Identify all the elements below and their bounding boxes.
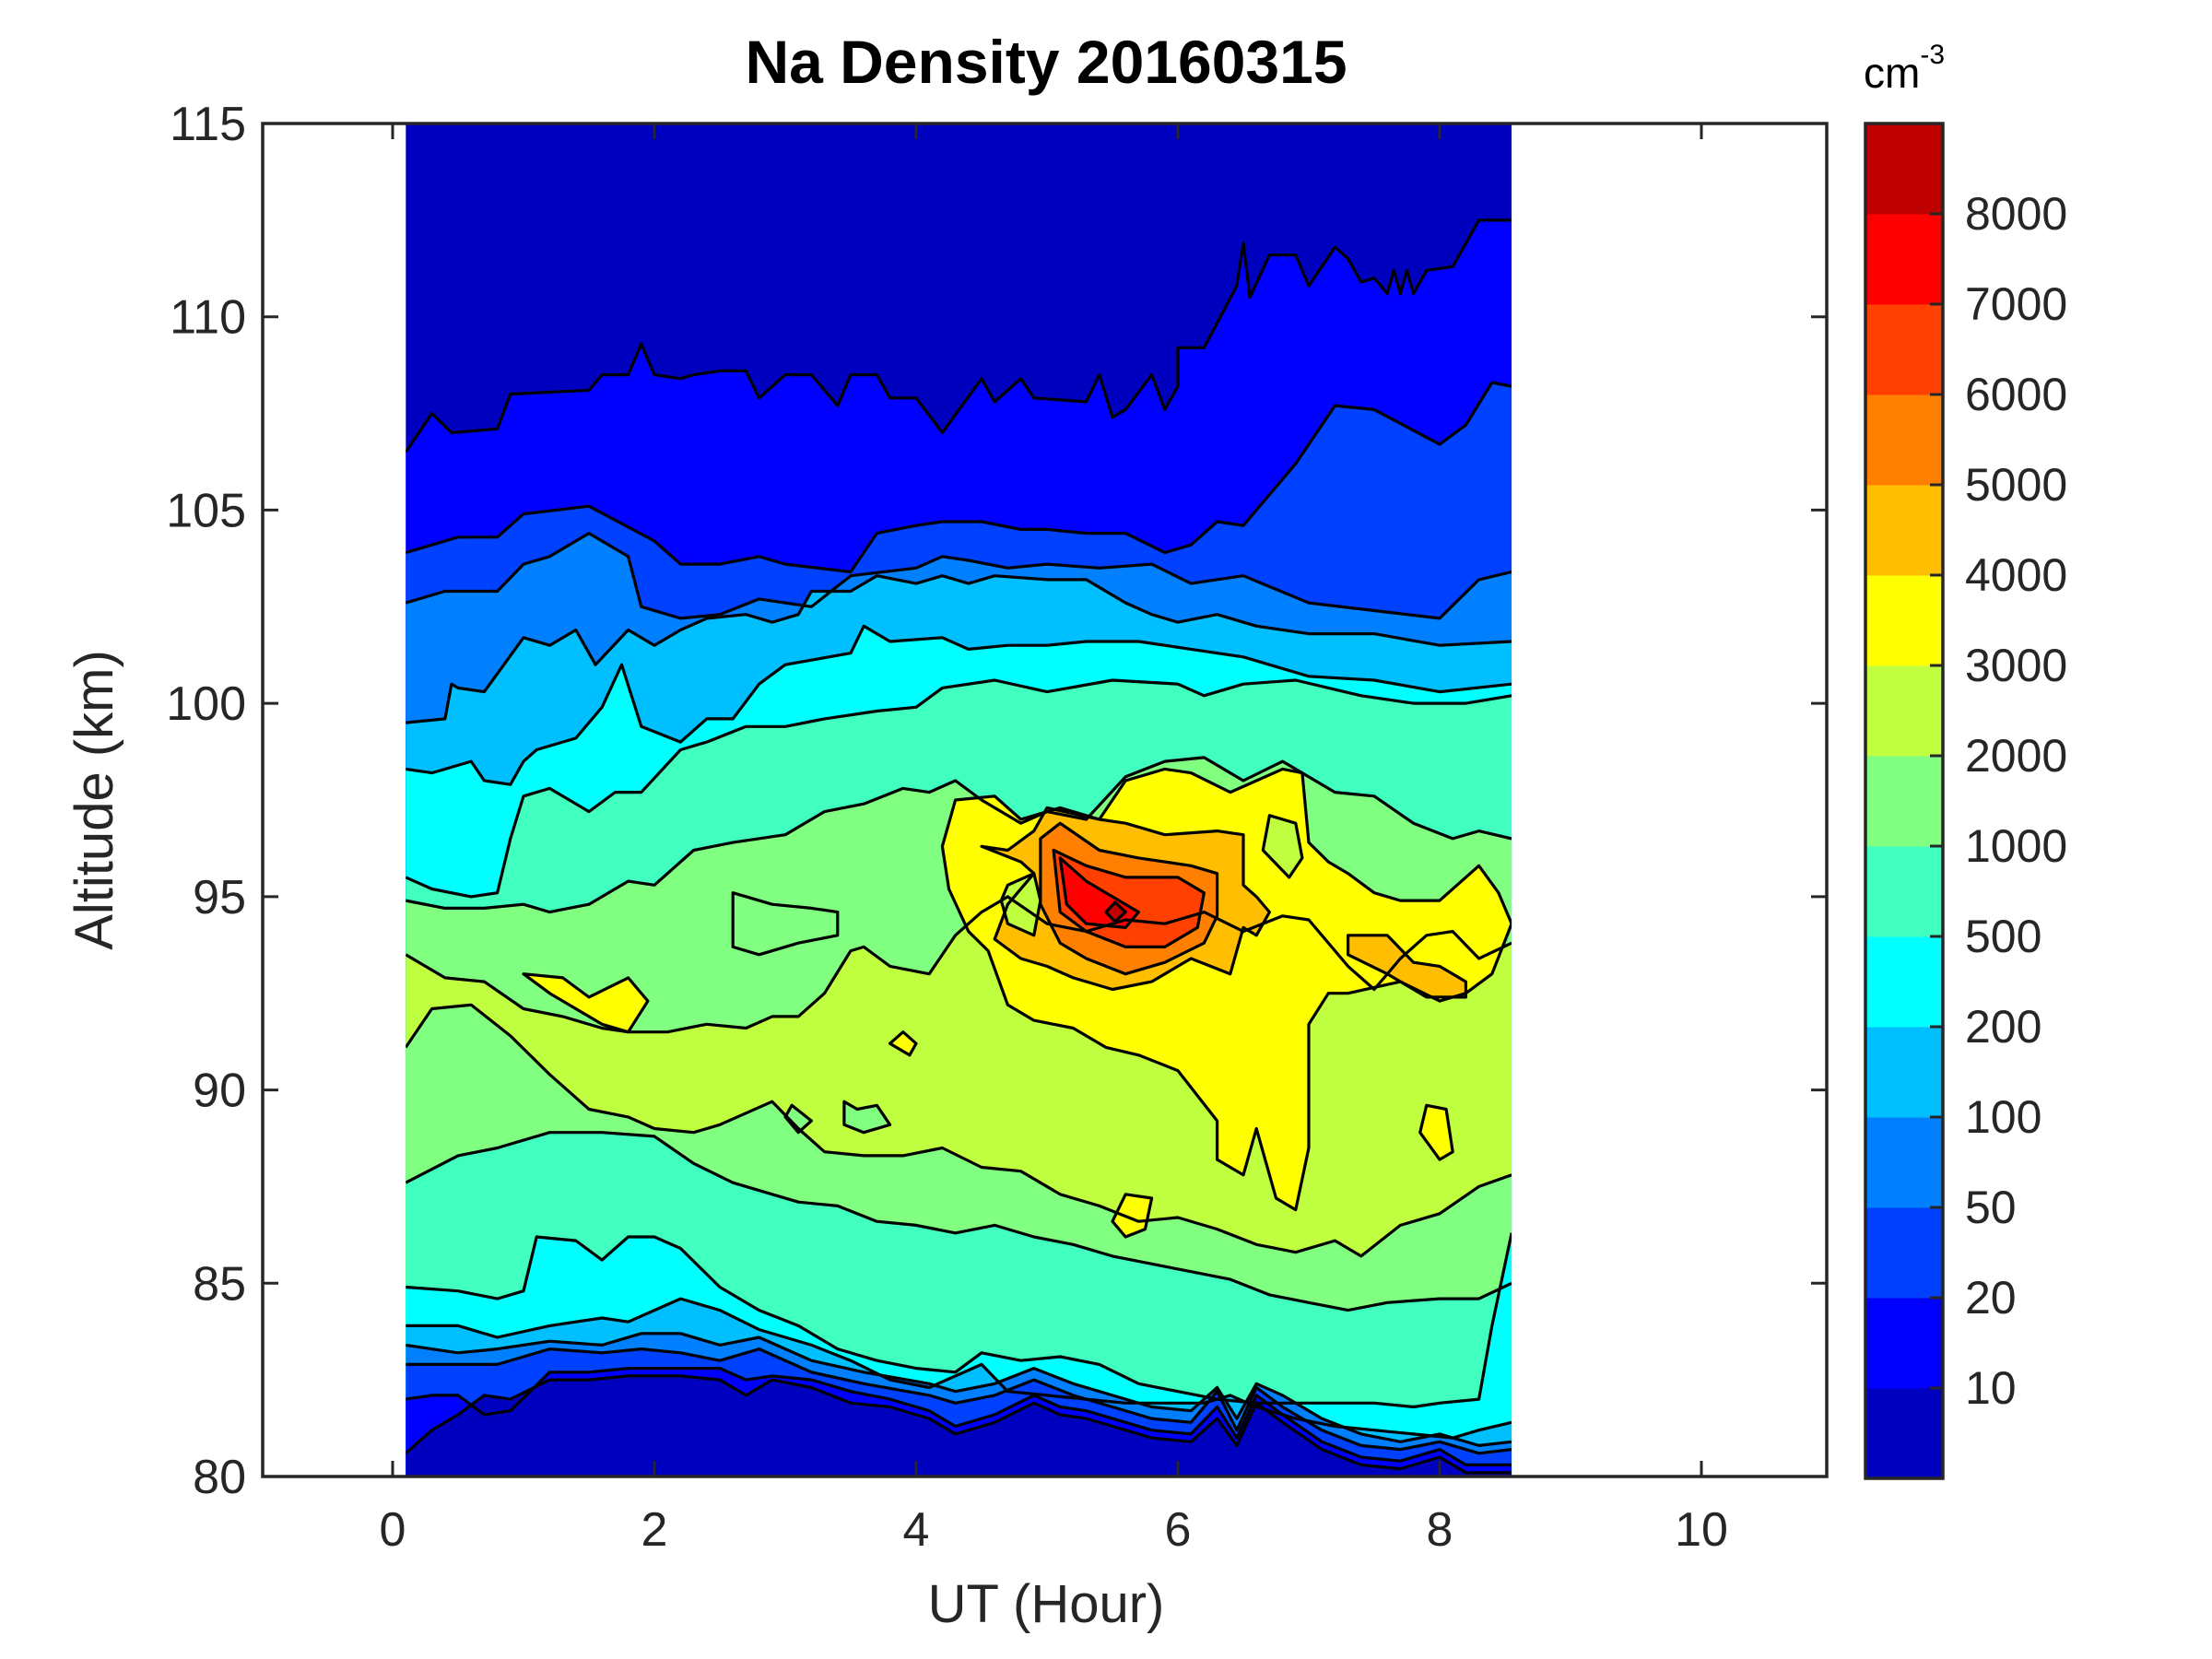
colorbar-segment <box>1865 665 1943 757</box>
colorbar-segment <box>1865 756 1943 847</box>
contour-line <box>1418 1103 1454 1161</box>
y-axis-label: Altitude (km) <box>65 650 124 950</box>
contour-region <box>524 973 648 1032</box>
y-tick-label: 105 <box>166 484 246 537</box>
contour-line <box>406 381 1512 574</box>
colorbar-tick-label: 100 <box>1965 1091 2041 1143</box>
colorbar-tick-label: 5000 <box>1965 459 2067 511</box>
y-tick-label: 115 <box>170 98 246 151</box>
colorbar-unit: cm-3 <box>1864 40 1945 97</box>
contour-line <box>980 806 1272 992</box>
contour-line <box>406 1131 1512 1312</box>
contour-line <box>406 678 1512 899</box>
colorbar-segment <box>1865 1388 1943 1479</box>
contour-fills <box>406 124 1512 1477</box>
contour-region <box>1263 815 1302 877</box>
colorbar-tick-label: 7000 <box>1965 278 2067 330</box>
colorbar-tick-label: 1000 <box>1965 820 2067 872</box>
x-tick-label: 0 <box>380 1503 406 1557</box>
axes <box>261 122 1829 1478</box>
contour-line <box>783 1103 814 1135</box>
contour-line <box>522 972 650 1034</box>
colorbar-tick-label: 500 <box>1965 911 2041 962</box>
contour-line <box>406 531 1512 620</box>
contour-line <box>406 624 1512 786</box>
contour-line <box>1111 1193 1154 1239</box>
contour-line <box>406 1374 1512 1475</box>
x-tick-label: 4 <box>903 1503 930 1557</box>
colorbar-tick-label: 3000 <box>1965 640 2067 691</box>
colorbar-segment <box>1865 936 1943 1028</box>
colorbar-segment <box>1865 304 1943 395</box>
contour-line <box>406 1232 1512 1409</box>
contour-line <box>1346 934 1468 999</box>
x-tick-label: 2 <box>641 1503 668 1557</box>
colorbar-segment <box>1865 1027 1943 1118</box>
x-tick-label: 10 <box>1675 1503 1728 1557</box>
x-tick-label: 6 <box>1165 1503 1192 1557</box>
colorbar-segment <box>1865 485 1943 576</box>
y-tick-label: 110 <box>170 291 246 345</box>
colorbar-segment <box>1865 846 1943 937</box>
colorbar-tick-label: 20 <box>1965 1272 2017 1324</box>
plot-area <box>263 124 1827 1477</box>
colorbar-tick-label: 8000 <box>1965 188 2067 240</box>
contour-band <box>406 1375 1512 1477</box>
colorbar-segment <box>1865 124 1943 215</box>
colorbar-tick-label: 4000 <box>1965 549 2067 601</box>
y-tick-label: 90 <box>193 1065 246 1118</box>
y-tick-label: 95 <box>193 871 246 924</box>
contour-lines <box>406 218 1512 1475</box>
contour-line <box>1058 856 1141 930</box>
axes-box <box>261 122 1829 1478</box>
contour-line <box>406 218 1512 453</box>
contour-line <box>940 767 1512 1212</box>
contour-line <box>406 756 1512 914</box>
contour-line <box>406 1332 1512 1448</box>
contour-line <box>406 1347 1512 1455</box>
y-tick-label: 85 <box>193 1257 246 1311</box>
colorbar-tick-label: 2000 <box>1965 730 2067 782</box>
colorbar-segment <box>1865 1207 1943 1299</box>
contour-line <box>406 1366 1512 1467</box>
x-axis-label: UT (Hour) <box>928 1574 1165 1634</box>
colorbar-tick-label: 6000 <box>1965 369 2067 420</box>
contour-line <box>406 574 1512 724</box>
x-tick-label: 8 <box>1427 1503 1453 1557</box>
colorbar-unit-base: cm <box>1864 49 1920 97</box>
contour-region <box>1419 1105 1453 1160</box>
colorbar: 10 20 50 100 200 500 1000 2000 3000 4000 5000 6000 7… <box>1864 122 2067 1480</box>
contour-line <box>1261 814 1304 879</box>
contour-line <box>406 1003 1512 1258</box>
colorbar-segment <box>1865 575 1943 666</box>
colorbar-unit-exponent: -3 <box>1920 40 1945 70</box>
colorbar-segment <box>1865 214 1943 305</box>
colorbar-frame <box>1864 122 1945 1480</box>
x-axis-ticks: 0 2 4 6 8 10 <box>380 124 1728 1557</box>
contour-line <box>731 891 840 957</box>
y-tick-label: 100 <box>166 677 246 731</box>
contour-line <box>1052 848 1206 949</box>
colorbar-segment <box>1865 1117 1943 1208</box>
colorbar-tick-label: 10 <box>1965 1362 2017 1414</box>
contour-line <box>842 1100 892 1135</box>
contour-line <box>1039 821 1219 976</box>
y-tick-label: 80 <box>193 1451 246 1504</box>
contour-line <box>999 872 1042 937</box>
colorbar-segment <box>1865 394 1943 486</box>
contour-line <box>1104 900 1127 924</box>
chart-title: Na Density 20160315 <box>745 28 1347 96</box>
colorbar-tick-label: 200 <box>1965 1001 2041 1053</box>
y-axis-ticks: 80 85 90 95 100 105 110 115 <box>166 98 1827 1504</box>
colorbar-tick-label: 50 <box>1965 1182 2017 1233</box>
contour-region <box>1112 1194 1152 1237</box>
contour-line <box>888 1030 918 1057</box>
contour-region <box>1347 935 1466 997</box>
colorbar-segment <box>1865 1298 1943 1389</box>
